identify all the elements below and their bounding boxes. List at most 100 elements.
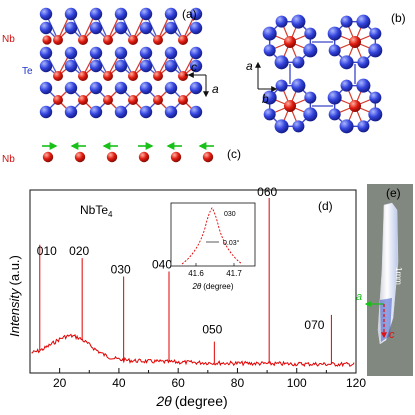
te-atom	[292, 120, 305, 133]
inset-xtick-1: 41.6	[188, 269, 204, 278]
te-atom	[189, 46, 203, 60]
te-atom	[262, 90, 277, 105]
nb-atom	[53, 71, 63, 81]
te-atom	[275, 79, 288, 92]
nb-atom	[103, 71, 113, 81]
te-atom	[262, 26, 277, 41]
nb-atom	[128, 95, 138, 105]
crystal-axis-a-label: a	[356, 291, 362, 303]
crystal-structure-top-view	[262, 14, 383, 134]
te-atom	[39, 105, 53, 119]
te-atom	[263, 108, 276, 121]
peak-label-040: 040	[152, 257, 172, 271]
te-atom	[292, 56, 305, 69]
te-atom	[303, 107, 318, 122]
x-tick-label: 80	[231, 376, 245, 390]
te-atom	[164, 105, 178, 119]
te-atom	[327, 90, 342, 105]
nb-atom	[53, 35, 63, 45]
te-atom	[369, 91, 382, 104]
inset-frame	[170, 202, 256, 267]
te-atom	[291, 78, 306, 93]
nb-atom	[128, 71, 138, 81]
te-atom	[139, 105, 153, 119]
x-tick-label: 40	[112, 376, 126, 390]
te-atom	[164, 7, 178, 21]
te-atom	[291, 14, 306, 29]
te-atom	[64, 46, 78, 60]
nb-atom	[42, 35, 52, 45]
panel-a-label: (a)	[182, 7, 197, 21]
x-axis-ticks	[29, 368, 357, 373]
panel-d-label: (d)	[318, 199, 333, 213]
panel-c: Nb (c)	[2, 142, 241, 165]
xrd-peaks	[39, 198, 332, 365]
nb-atom	[74, 151, 86, 163]
x-tick-label: 60	[172, 376, 186, 390]
te-atom	[39, 81, 53, 95]
nb-atom	[103, 35, 113, 45]
te-atom	[340, 79, 353, 92]
te-atom	[328, 44, 341, 57]
te-atom	[164, 46, 178, 60]
te-atom	[274, 119, 289, 134]
nb-atom	[128, 35, 138, 45]
te-atom	[357, 120, 370, 133]
panel-b-label: (b)	[391, 11, 406, 25]
nb-atom	[78, 95, 88, 105]
te-atom	[64, 105, 78, 119]
te-atom	[356, 14, 371, 29]
nb-atom	[103, 95, 113, 105]
axes-ca: c a	[185, 60, 219, 98]
te-atom	[189, 105, 203, 119]
inset-030: 030 0.03° 41.6 41.7 2θ (degree)	[170, 202, 256, 291]
axis-a-label: a	[212, 82, 219, 96]
te-atom	[357, 56, 370, 69]
axis-a-label-b: a	[246, 59, 253, 73]
te-atom	[89, 21, 103, 35]
nb-atom	[170, 151, 182, 163]
te-atom	[339, 55, 354, 70]
te-atom	[303, 43, 318, 58]
panel-c-label: (c)	[227, 147, 241, 161]
nb-atom	[284, 36, 296, 48]
peak-label-010: 010	[37, 244, 57, 258]
peak-label-030: 030	[111, 262, 131, 276]
te-atom	[340, 15, 353, 28]
te-atom	[189, 21, 203, 35]
nb-atom	[178, 35, 188, 45]
crystal-structure-side-view	[39, 7, 203, 119]
te-atom	[39, 21, 53, 35]
x-tick-label: 20	[53, 376, 67, 390]
te-atom	[275, 15, 288, 28]
panel-b: (b) a b	[246, 11, 406, 134]
nb-atom-label: Nb	[2, 34, 15, 45]
te-atom	[339, 119, 354, 134]
nb-atom	[349, 100, 361, 112]
peak-label-050: 050	[202, 323, 222, 337]
te-atom	[64, 59, 78, 73]
te-atom	[356, 78, 371, 93]
te-atom	[39, 46, 53, 60]
inset-peak	[181, 207, 243, 265]
nb-atom	[78, 35, 88, 45]
te-atom	[39, 7, 53, 21]
inset-peak-label: 030	[224, 211, 236, 218]
axis-c-label: c	[191, 60, 197, 74]
xrd-baseline	[31, 333, 355, 368]
te-atom	[139, 46, 153, 60]
nb-atom	[178, 95, 188, 105]
te-atom	[164, 21, 178, 35]
te-atom	[189, 81, 203, 95]
nb-atom	[53, 95, 63, 105]
te-atom	[64, 21, 78, 35]
peak-label-020: 020	[69, 244, 89, 258]
nb-atom	[153, 71, 163, 81]
te-atom	[164, 59, 178, 73]
axis-b-label: b	[262, 92, 269, 106]
te-atom	[263, 44, 276, 57]
nb-atom	[138, 151, 150, 163]
te-atom	[139, 21, 153, 35]
nb-atom	[178, 71, 188, 81]
